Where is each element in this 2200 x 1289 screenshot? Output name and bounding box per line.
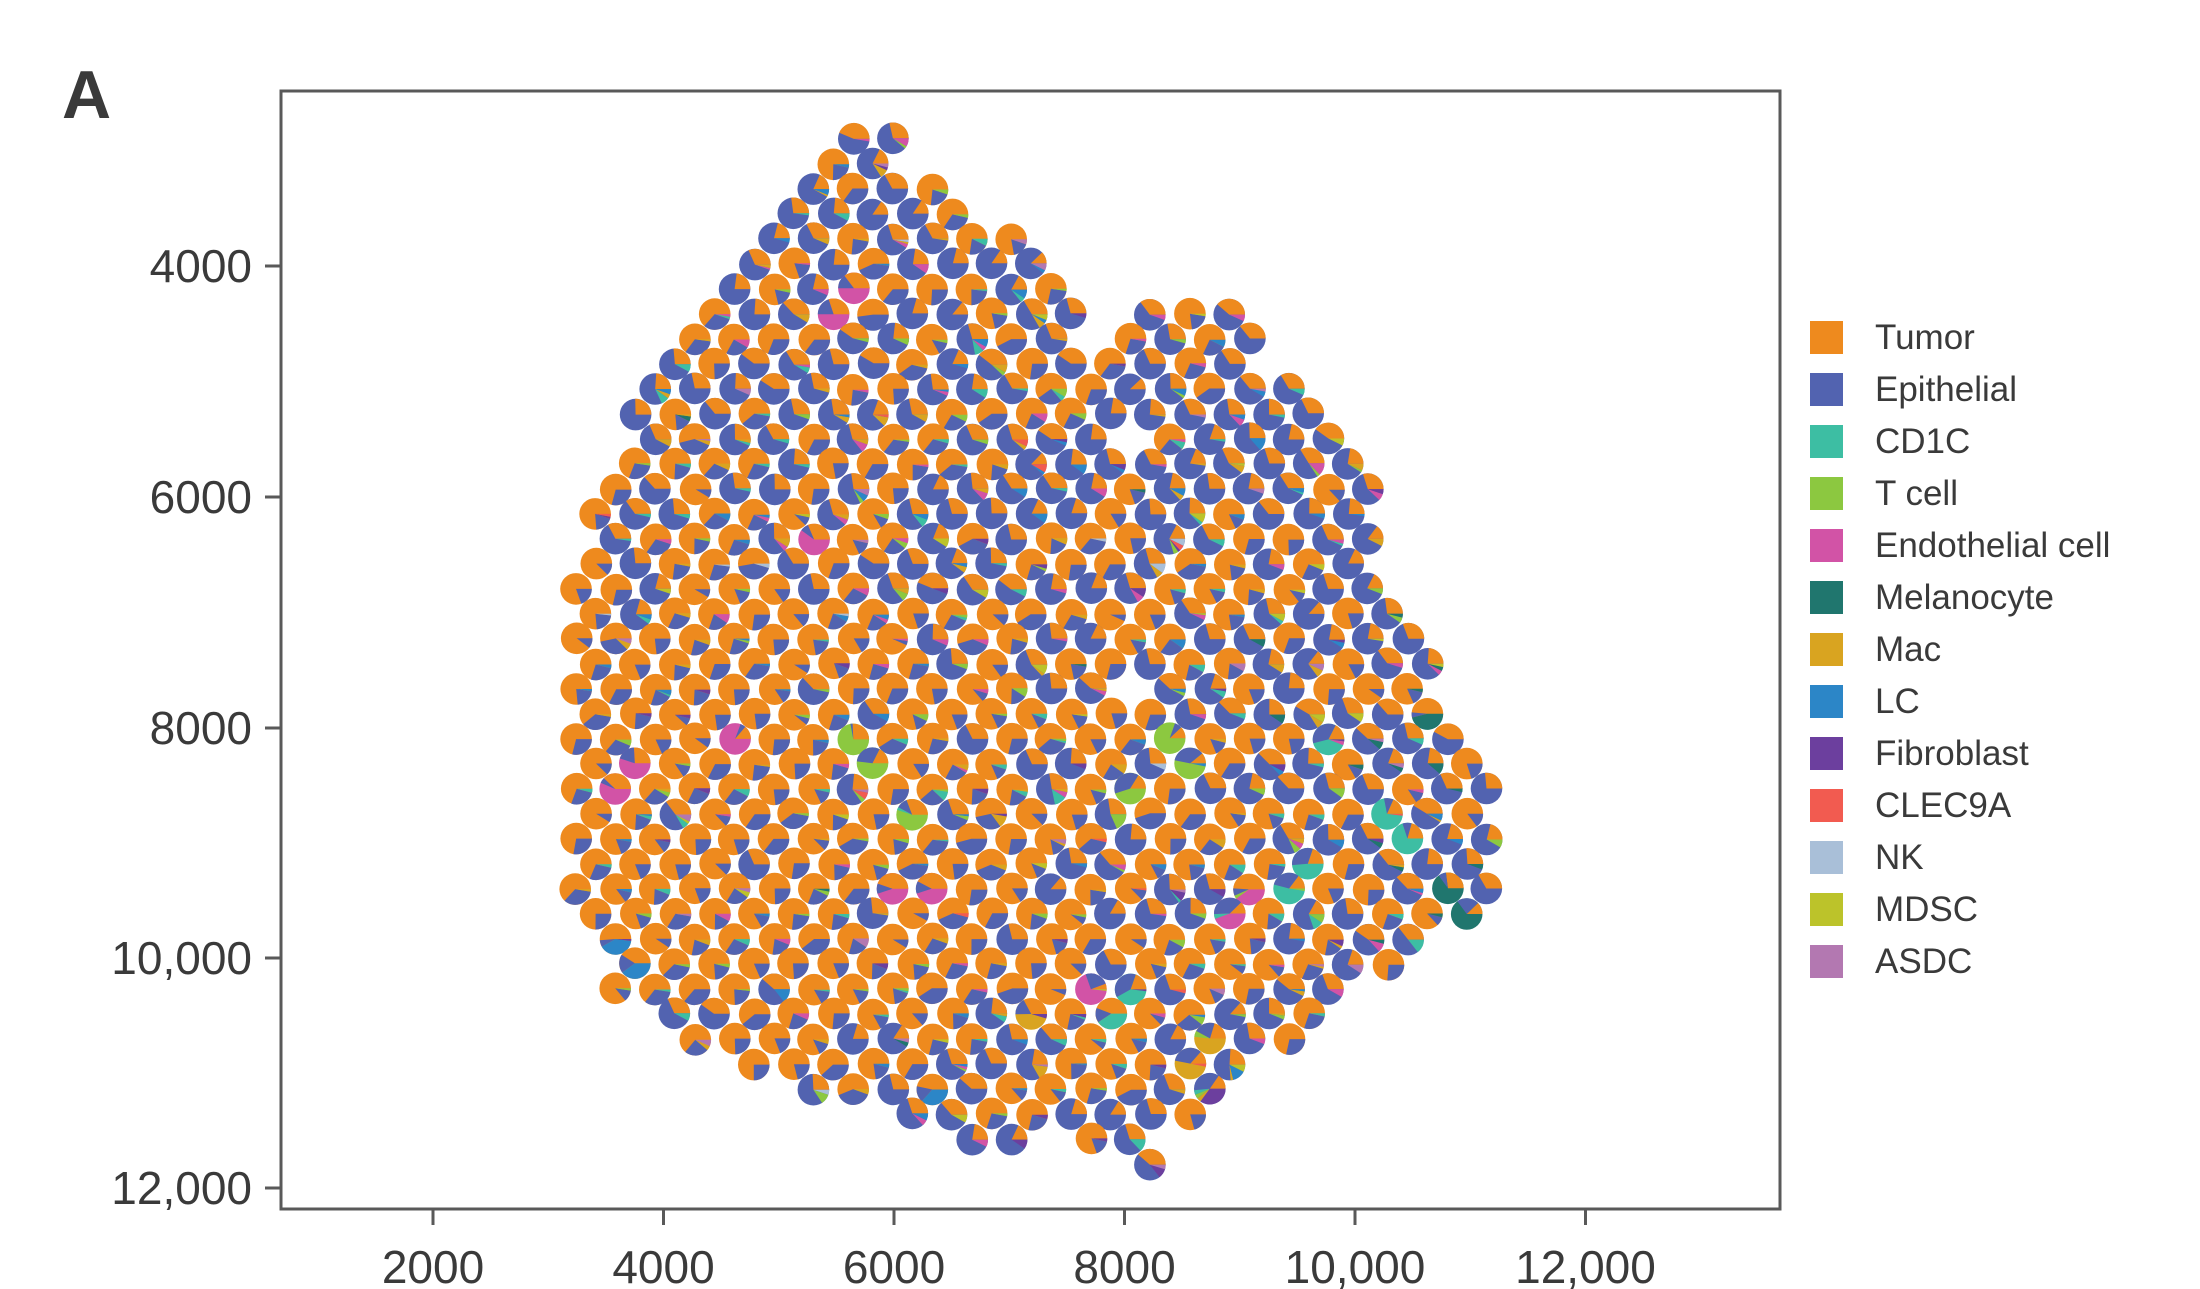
- svg-text:Endothelial cell: Endothelial cell: [1875, 526, 2110, 565]
- svg-text:ASDC: ASDC: [1875, 942, 1972, 981]
- svg-text:2000: 2000: [382, 1241, 484, 1289]
- svg-text:Mac: Mac: [1875, 630, 1941, 669]
- svg-text:A: A: [62, 57, 111, 133]
- svg-text:Epithelial: Epithelial: [1875, 370, 2017, 409]
- svg-text:CD1C: CD1C: [1875, 422, 1970, 461]
- svg-text:10,000: 10,000: [111, 932, 252, 984]
- svg-text:CLEC9A: CLEC9A: [1875, 786, 2012, 825]
- svg-text:10,000: 10,000: [1285, 1241, 1426, 1289]
- svg-text:6000: 6000: [843, 1241, 945, 1289]
- svg-text:12,000: 12,000: [111, 1162, 252, 1214]
- svg-text:12,000: 12,000: [1515, 1241, 1656, 1289]
- svg-text:6000: 6000: [150, 471, 252, 523]
- svg-text:T cell: T cell: [1875, 474, 1958, 513]
- svg-text:8000: 8000: [1073, 1241, 1175, 1289]
- svg-text:MDSC: MDSC: [1875, 890, 1978, 929]
- svg-text:8000: 8000: [150, 702, 252, 754]
- svg-text:Tumor: Tumor: [1875, 318, 1975, 357]
- svg-text:4000: 4000: [612, 1241, 714, 1289]
- svg-text:Fibroblast: Fibroblast: [1875, 734, 2029, 773]
- svg-text:NK: NK: [1875, 838, 1924, 877]
- svg-text:LC: LC: [1875, 682, 1920, 721]
- svg-text:Melanocyte: Melanocyte: [1875, 578, 2054, 617]
- svg-text:4000: 4000: [150, 240, 252, 292]
